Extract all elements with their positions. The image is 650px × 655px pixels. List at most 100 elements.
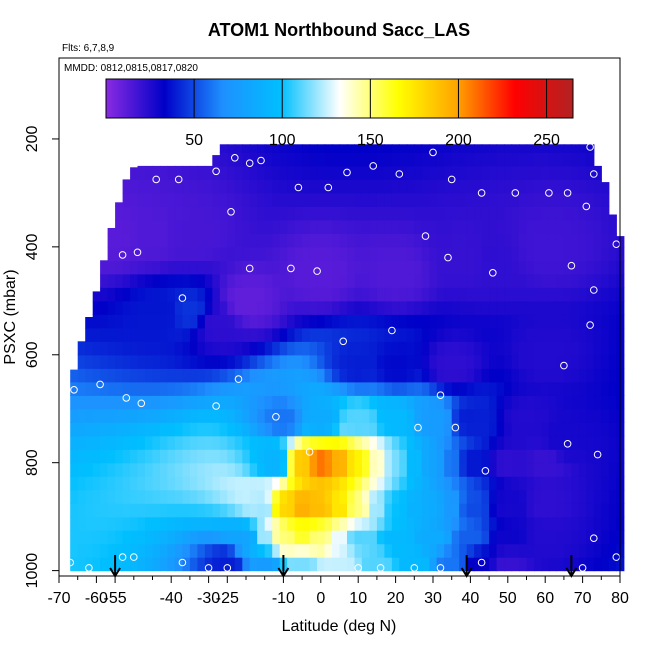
heatmap-cell: [436, 152, 445, 167]
heatmap-cell: [182, 233, 191, 248]
heatmap-cell: [519, 489, 528, 504]
heatmap-cell: [578, 449, 587, 464]
heatmap-cell: [145, 233, 154, 248]
heatmap-cell: [436, 395, 445, 410]
heatmap-cell: [571, 260, 580, 275]
sample-marker: [272, 413, 280, 421]
heatmap-cell: [361, 449, 370, 464]
heatmap-cell: [608, 300, 617, 315]
heatmap-cell: [548, 489, 557, 504]
heatmap-cell: [182, 543, 191, 558]
heatmap-cell: [563, 144, 572, 153]
heatmap-cell: [481, 476, 490, 491]
heatmap-cell: [369, 260, 378, 275]
heatmap-cell: [496, 179, 505, 194]
heatmap-cell: [309, 476, 318, 491]
heatmap-cell: [294, 530, 303, 545]
heatmap-cell: [414, 300, 423, 315]
heatmap-cell: [504, 449, 513, 464]
heatmap-cell: [571, 219, 580, 234]
heatmap-cell: [556, 449, 565, 464]
heatmap-cell: [361, 246, 370, 261]
heatmap-cell: [481, 368, 490, 383]
heatmap-cell: [548, 435, 557, 450]
heatmap-cell: [436, 449, 445, 464]
heatmap-cell: [287, 354, 296, 369]
heatmap-cell: [317, 179, 326, 194]
heatmap-cell: [174, 435, 183, 450]
heatmap-cell: [167, 368, 176, 383]
heatmap-cell: [489, 435, 498, 450]
heatmap-cell: [130, 327, 139, 342]
heatmap-cell: [197, 192, 206, 207]
heatmap-cell: [92, 327, 101, 342]
heatmap-cell: [586, 395, 595, 410]
heatmap-cell: [167, 179, 176, 194]
heatmap-cell: [100, 530, 109, 545]
heatmap-cell: [70, 449, 79, 464]
heatmap-cell: [302, 557, 311, 572]
heatmap-cell: [70, 435, 79, 450]
heatmap-cell: [174, 408, 183, 423]
heatmap-cell: [219, 516, 228, 531]
heatmap-cell: [451, 489, 460, 504]
heatmap-cell: [481, 516, 490, 531]
heatmap-cell: [451, 327, 460, 342]
heatmap-cell: [339, 273, 348, 288]
heatmap-cell: [85, 408, 94, 423]
heatmap-cell: [242, 449, 251, 464]
heatmap-cell: [563, 314, 572, 329]
heatmap-cell: [77, 422, 86, 437]
heatmap-cell: [302, 449, 311, 464]
heatmap-cell: [444, 503, 453, 518]
heatmap-cell: [317, 368, 326, 383]
x-tick-label: 50: [499, 590, 517, 607]
heatmap-cell: [384, 422, 393, 437]
heatmap-cell: [571, 273, 580, 288]
heatmap-cell: [174, 449, 183, 464]
sample-marker: [489, 269, 497, 277]
heatmap-cell: [504, 503, 513, 518]
heatmap-cell: [414, 503, 423, 518]
heatmap-cell: [122, 435, 131, 450]
heatmap-cell: [339, 422, 348, 437]
heatmap-cell: [257, 435, 266, 450]
heatmap-cell: [459, 462, 468, 477]
heatmap-cell: [152, 327, 161, 342]
heatmap-cell: [182, 557, 191, 572]
heatmap-cell: [122, 381, 131, 396]
heatmap-cell: [436, 408, 445, 423]
heatmap-cell: [279, 422, 288, 437]
heatmap-cell: [504, 144, 513, 153]
heatmap-cell: [122, 233, 131, 248]
heatmap-cell: [302, 260, 311, 275]
heatmap-cell: [339, 314, 348, 329]
heatmap-cell: [249, 300, 258, 315]
heatmap-cell: [122, 449, 131, 464]
sample-marker: [66, 558, 74, 567]
heatmap-cell: [444, 543, 453, 558]
heatmap-cell: [182, 462, 191, 477]
heatmap-cell: [541, 476, 550, 491]
heatmap-cell: [541, 435, 550, 450]
heatmap-cell: [347, 354, 356, 369]
heatmap-cell: [294, 273, 303, 288]
heatmap-cell: [511, 395, 520, 410]
heatmap-cell: [548, 476, 557, 491]
heatmap-cell: [287, 422, 296, 437]
heatmap-cell: [152, 516, 161, 531]
heatmap-cell: [376, 503, 385, 518]
heatmap-cell: [324, 557, 333, 572]
heatmap-cell: [85, 422, 94, 437]
heatmap-cell: [541, 314, 550, 329]
heatmap-cell: [474, 557, 483, 572]
heatmap-cell: [451, 408, 460, 423]
heatmap-cell: [145, 435, 154, 450]
heatmap-cell: [189, 354, 198, 369]
heatmap-cell: [601, 530, 610, 545]
heatmap-cell: [122, 503, 131, 518]
heatmap-cell: [189, 408, 198, 423]
heatmap-cell: [227, 408, 236, 423]
heatmap-cell: [309, 462, 318, 477]
heatmap-cell: [571, 300, 580, 315]
